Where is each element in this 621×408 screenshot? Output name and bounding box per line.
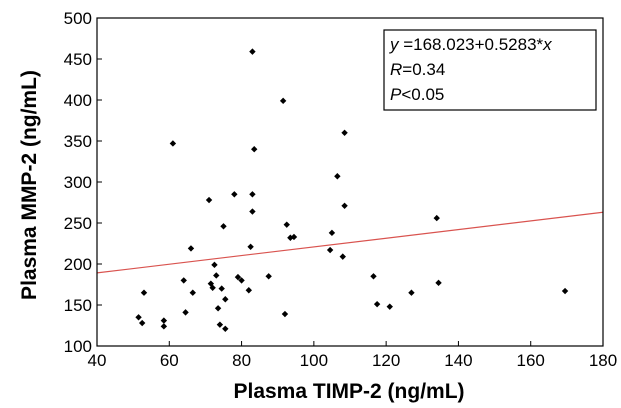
x-tick-label: 120 bbox=[372, 351, 400, 370]
data-point bbox=[249, 208, 256, 215]
data-point bbox=[214, 305, 222, 312]
data-point bbox=[209, 284, 216, 291]
data-point bbox=[234, 273, 242, 281]
data-point bbox=[326, 246, 334, 254]
data-point bbox=[247, 243, 254, 250]
data-point bbox=[169, 140, 177, 147]
x-tick-label: 60 bbox=[160, 351, 179, 370]
data-point bbox=[245, 287, 252, 294]
x-tick-label: 80 bbox=[232, 351, 251, 370]
data-point bbox=[213, 272, 220, 279]
data-point bbox=[218, 285, 225, 292]
data-point bbox=[279, 97, 287, 105]
data-point bbox=[370, 273, 377, 280]
data-point bbox=[328, 229, 336, 237]
plot-area-frame bbox=[96, 17, 604, 347]
x-tick-label: 160 bbox=[517, 351, 545, 370]
data-point bbox=[231, 191, 238, 198]
data-point bbox=[433, 214, 440, 222]
p-symbol: P bbox=[390, 85, 402, 104]
y-tick-label: 300 bbox=[64, 173, 92, 192]
stats-annotation-box bbox=[383, 29, 597, 111]
data-point bbox=[341, 129, 348, 136]
x-tick-label: 140 bbox=[444, 351, 472, 370]
data-point bbox=[160, 317, 168, 324]
data-point bbox=[334, 173, 341, 180]
data-point bbox=[249, 48, 256, 55]
data-point bbox=[281, 310, 289, 318]
data-point bbox=[222, 296, 229, 303]
y-tick-label: 100 bbox=[64, 337, 92, 356]
data-point bbox=[180, 277, 187, 284]
r-value: =0.34 bbox=[402, 60, 445, 79]
data-point bbox=[220, 223, 227, 230]
correlation-r: R=0.34 bbox=[390, 60, 445, 79]
data-point bbox=[140, 289, 148, 296]
data-point bbox=[249, 191, 256, 198]
y-tick-label: 400 bbox=[64, 91, 92, 110]
y-tick-label: 500 bbox=[64, 9, 92, 28]
r-symbol: R bbox=[390, 60, 402, 79]
data-point bbox=[373, 300, 381, 308]
data-point bbox=[205, 196, 213, 204]
x-axis-title: Plasma TIMP-2 (ng/mL) bbox=[233, 380, 464, 403]
data-point bbox=[341, 202, 348, 209]
data-point bbox=[138, 319, 146, 327]
stats-annotation: y =168.023+0.5283*x R=0.34 P<0.05 bbox=[383, 29, 597, 111]
y-tick-label: 150 bbox=[64, 296, 92, 315]
data-point bbox=[187, 245, 195, 252]
data-point bbox=[290, 233, 298, 241]
x-tick-label: 40 bbox=[88, 351, 107, 370]
regression-equation: y =168.023+0.5283*x bbox=[389, 35, 552, 54]
equation-y-variable: y bbox=[389, 35, 400, 54]
y-tick-label: 250 bbox=[64, 214, 92, 233]
y-axis-ticks: 100 150 200 250 300 350 400 450 500 bbox=[64, 9, 102, 356]
data-point bbox=[561, 287, 569, 295]
x-tick-label: 100 bbox=[300, 351, 328, 370]
regression-line bbox=[96, 211, 604, 274]
data-point bbox=[222, 325, 229, 332]
p-value-label: P<0.05 bbox=[390, 85, 444, 104]
p-value: <0.05 bbox=[401, 85, 444, 104]
data-point bbox=[435, 279, 442, 287]
equation-x-variable: x bbox=[542, 35, 552, 54]
data-point bbox=[189, 289, 196, 296]
data-point bbox=[216, 321, 224, 328]
y-tick-label: 350 bbox=[64, 132, 92, 151]
data-point bbox=[238, 277, 245, 284]
data-point bbox=[386, 303, 393, 310]
data-point bbox=[211, 261, 218, 269]
equation-body: =168.023+0.5283* bbox=[399, 35, 544, 54]
data-point bbox=[408, 289, 415, 296]
y-tick-label: 450 bbox=[64, 50, 92, 69]
data-point bbox=[265, 273, 272, 280]
data-points bbox=[135, 48, 569, 332]
x-tick-label: 180 bbox=[589, 351, 617, 370]
y-axis-title: Plasma MMP-2 (ng/mL) bbox=[18, 70, 41, 300]
y-tick-label: 200 bbox=[64, 255, 92, 274]
data-point bbox=[283, 221, 290, 228]
data-point bbox=[160, 323, 168, 330]
data-point bbox=[339, 253, 346, 260]
x-axis-ticks: 40 60 80 100 120 140 160 180 bbox=[88, 341, 617, 370]
data-point bbox=[135, 314, 142, 321]
data-point bbox=[251, 146, 258, 153]
data-point bbox=[182, 309, 189, 316]
